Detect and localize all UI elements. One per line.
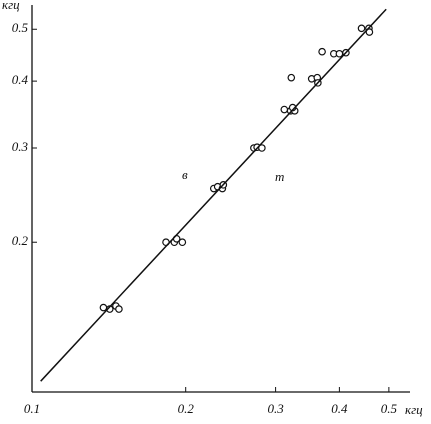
data-point: [258, 144, 266, 152]
data-point: [178, 238, 187, 247]
y-tick-label: 0.4: [12, 72, 29, 87]
x-tick-label: 0.2: [178, 401, 195, 416]
annotation: т: [275, 169, 284, 184]
annotation: в: [182, 167, 188, 182]
data-point: [318, 47, 326, 56]
y-tick-label: 0.5: [12, 20, 29, 35]
y-tick-label: 0.2: [12, 233, 29, 248]
fit-line: [40, 8, 387, 382]
x-tick-label: 0.5: [381, 401, 398, 416]
data-point: [335, 49, 344, 58]
data-point: [357, 24, 366, 33]
data-point: [115, 305, 123, 313]
data-point: [287, 73, 296, 82]
data-point: [280, 105, 289, 114]
x-axis-label: кгц: [405, 402, 423, 417]
y-tick-label: 0.3: [12, 139, 29, 154]
data-point: [99, 303, 108, 312]
x-tick-label: 0.4: [331, 401, 348, 416]
x-tick-label: 0.3: [267, 401, 284, 416]
data-point: [365, 28, 374, 36]
y-axis-label: кгц: [2, 0, 20, 12]
x-tick-label: 0.1: [24, 401, 40, 416]
